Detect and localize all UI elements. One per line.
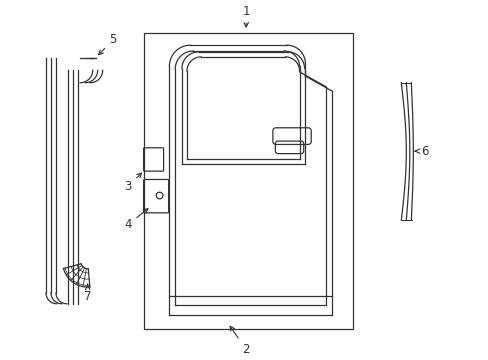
Text: 3: 3: [124, 173, 141, 193]
Text: 5: 5: [99, 33, 117, 55]
Text: 7: 7: [84, 284, 91, 302]
Text: 1: 1: [242, 5, 249, 27]
Text: 4: 4: [124, 209, 148, 231]
Text: 6: 6: [414, 145, 428, 158]
Text: 2: 2: [230, 326, 249, 356]
Bar: [144, 33, 352, 329]
